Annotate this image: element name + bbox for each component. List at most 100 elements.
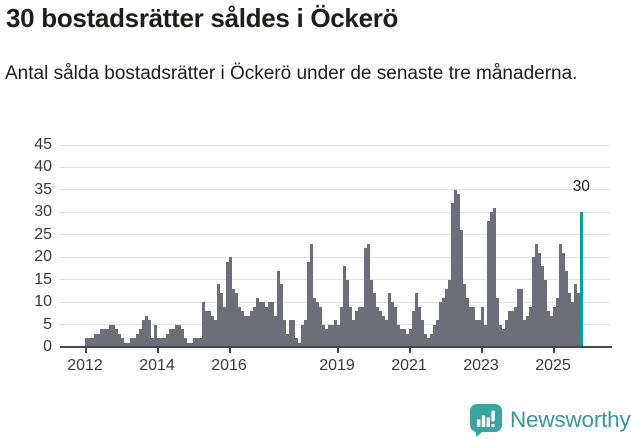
- bar: [460, 230, 463, 347]
- bar: [424, 333, 427, 347]
- gridline: [60, 301, 610, 303]
- bar: [484, 324, 487, 347]
- x-axis-tick: [228, 348, 231, 353]
- chart-subtitle: Antal sålda bostadsrätter i Öckerö under…: [5, 63, 578, 84]
- bar: [541, 266, 544, 347]
- bar: [421, 320, 424, 347]
- bar: [106, 329, 109, 347]
- bar: [496, 297, 499, 347]
- x-axis-label: 2012: [67, 357, 103, 374]
- y-axis-label: 0: [43, 338, 52, 355]
- bar: [202, 302, 205, 347]
- bar: [478, 320, 481, 347]
- bar: [463, 284, 466, 347]
- bar: [250, 311, 253, 347]
- x-axis-tick: [156, 348, 159, 353]
- bar: [550, 315, 553, 347]
- bar: [520, 288, 523, 347]
- bar: [298, 342, 301, 347]
- bar: [439, 302, 442, 347]
- bar: [328, 324, 331, 347]
- bar: [562, 252, 565, 347]
- x-axis-label: 2021: [391, 357, 427, 374]
- bar: [481, 306, 484, 347]
- bar: [517, 288, 520, 347]
- bar: [529, 306, 532, 347]
- bar: [568, 293, 571, 347]
- bar: [316, 302, 319, 347]
- bar: [442, 297, 445, 347]
- bar: [112, 324, 115, 347]
- bar: [502, 329, 505, 347]
- bar: [139, 329, 142, 347]
- gridline: [60, 256, 610, 258]
- bar: [223, 306, 226, 347]
- bar: [124, 342, 127, 347]
- bar: [217, 284, 220, 347]
- bar: [535, 243, 538, 347]
- x-axis-label: 2016: [211, 357, 247, 374]
- gridline: [60, 211, 610, 213]
- bar: [322, 324, 325, 347]
- y-axis-label: 15: [34, 270, 52, 288]
- bar: [175, 324, 178, 347]
- bar: [376, 306, 379, 347]
- bar: [499, 324, 502, 347]
- bar: [196, 338, 199, 347]
- bar: [364, 248, 367, 347]
- bar: [295, 338, 298, 347]
- bar: [466, 297, 469, 347]
- x-axis-line: [60, 346, 612, 348]
- y-axis-label: 30: [34, 203, 52, 221]
- gridline: [60, 144, 610, 146]
- bar: [532, 257, 535, 347]
- bar: [430, 333, 433, 347]
- x-axis-tick: [408, 348, 411, 353]
- bar: [244, 315, 247, 347]
- bar: [163, 338, 166, 347]
- bar: [325, 329, 328, 347]
- bar: [355, 311, 358, 347]
- y-axis-label: 45: [34, 136, 52, 153]
- bar: [451, 203, 454, 347]
- bar: [259, 302, 262, 347]
- bar: [211, 315, 214, 347]
- bar: [514, 306, 517, 347]
- bar: [475, 320, 478, 347]
- bar: [274, 315, 277, 347]
- bar: [352, 320, 355, 347]
- latest-value-annotation: 30: [572, 178, 590, 196]
- bar: [130, 338, 133, 347]
- bar: [433, 324, 436, 347]
- bar: [385, 320, 388, 347]
- bar: [487, 221, 490, 347]
- bar: [85, 338, 88, 347]
- bar: [307, 261, 310, 347]
- bar: [526, 315, 529, 347]
- bar: [184, 338, 187, 347]
- bar: [160, 338, 163, 347]
- bar: [253, 306, 256, 347]
- bar: [172, 329, 175, 347]
- bar: [403, 329, 406, 347]
- bar: [103, 329, 106, 347]
- bar: [379, 311, 382, 347]
- bar: [271, 302, 274, 347]
- bar: [151, 338, 154, 347]
- x-axis-tick: [336, 348, 339, 353]
- x-axis-tick: [84, 348, 87, 353]
- bar: [358, 306, 361, 347]
- bar: [109, 324, 112, 347]
- bar: [391, 302, 394, 347]
- bar: [370, 279, 373, 347]
- x-axis-label: 2019: [319, 357, 355, 374]
- bar: [187, 342, 190, 347]
- bar: [235, 293, 238, 347]
- bar: [256, 297, 259, 347]
- bar: [97, 333, 100, 347]
- bar: [331, 324, 334, 347]
- bar: [286, 333, 289, 347]
- bar: [277, 270, 280, 347]
- gridline: [60, 166, 610, 168]
- bar: [400, 329, 403, 347]
